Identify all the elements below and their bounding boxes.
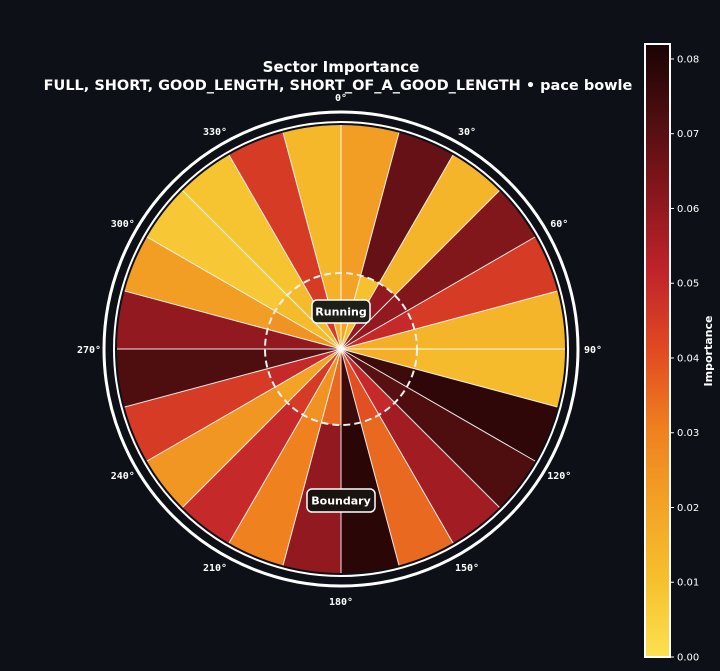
inner-sector	[341, 349, 407, 403]
inner-sector	[341, 349, 379, 423]
colorbar-tick-label: 0.07	[677, 129, 699, 140]
colorbar-tick-label: 0.08	[677, 54, 699, 65]
angle-labels: 0° 30° 60° 90° 120° 150° 180° 210° 240° 270° 300° 3…	[77, 93, 602, 608]
inner-sector	[341, 349, 395, 415]
sector-divider	[340, 290, 558, 350]
angle-label: 330°	[203, 127, 227, 138]
inner-sector	[275, 349, 341, 403]
angle-label: 180°	[329, 597, 353, 608]
boundary-zone-text: Boundary	[311, 495, 371, 508]
angle-label: 60°	[550, 219, 568, 230]
sector-divider	[340, 348, 558, 408]
inner-sector	[341, 311, 415, 349]
chart-subtitle: FULL, SHORT, GOOD_LENGTH, SHORT_OF_A_GOO…	[44, 78, 633, 94]
sector-divider	[146, 236, 342, 350]
angle-label: 150°	[455, 563, 479, 574]
inner-sector	[275, 295, 341, 349]
colorbar-tick-label: 0.00	[677, 653, 699, 664]
sector-divider	[228, 348, 342, 544]
colorbar-tick-label: 0.06	[677, 204, 699, 215]
colorbar-ticks: 0.00 0.01 0.02 0.03 0.04 0.05 0.06 0.07 0.08	[670, 54, 699, 664]
colorbar-tick-label: 0.05	[677, 279, 699, 290]
colorbar-tick-label: 0.02	[677, 503, 699, 514]
sector-divider	[146, 348, 342, 462]
outer-boundary-ring	[102, 110, 580, 588]
sector-divider	[340, 348, 536, 462]
angle-label: 240°	[111, 471, 135, 482]
colorbar-tick-label: 0.04	[677, 353, 699, 364]
thirty-yard-circle	[264, 272, 418, 426]
sector-divider	[182, 348, 342, 508]
inner-sector	[287, 349, 341, 415]
sector-divider	[124, 290, 342, 350]
angle-label: 300°	[111, 219, 135, 230]
inner-sector	[267, 349, 341, 387]
angle-label: 30°	[458, 127, 476, 138]
sector-dividers	[117, 125, 565, 573]
chart-title: Sector Importance	[263, 58, 420, 76]
sector-divider	[124, 348, 342, 408]
sector-divider	[340, 236, 536, 350]
sector-divider	[340, 348, 400, 566]
inner-sector	[341, 295, 407, 349]
angle-label: 210°	[203, 563, 227, 574]
inner-sector	[341, 349, 415, 387]
running-zone-text: Running	[315, 306, 366, 319]
colorbar-tick-label: 0.01	[677, 578, 699, 589]
running-zone-box	[311, 299, 371, 324]
colorbar-label: Importance	[702, 316, 715, 387]
colorbar	[644, 43, 671, 658]
angle-label: 120°	[547, 471, 571, 482]
inner-sector	[303, 349, 341, 423]
boundary-zone-box	[306, 488, 376, 513]
sector-divider	[282, 348, 342, 566]
boundary-zone-label: Boundary	[306, 488, 376, 513]
angle-label: 0°	[335, 93, 347, 104]
inner-sector	[267, 311, 341, 349]
colorbar-tick-label: 0.03	[677, 428, 699, 439]
sector-divider	[340, 348, 454, 544]
angle-label: 90°	[584, 345, 602, 356]
running-zone-label: Running	[311, 299, 371, 324]
sector-divider	[340, 348, 500, 508]
angle-label: 270°	[77, 345, 101, 356]
inner-boundary-ring	[113, 121, 569, 577]
